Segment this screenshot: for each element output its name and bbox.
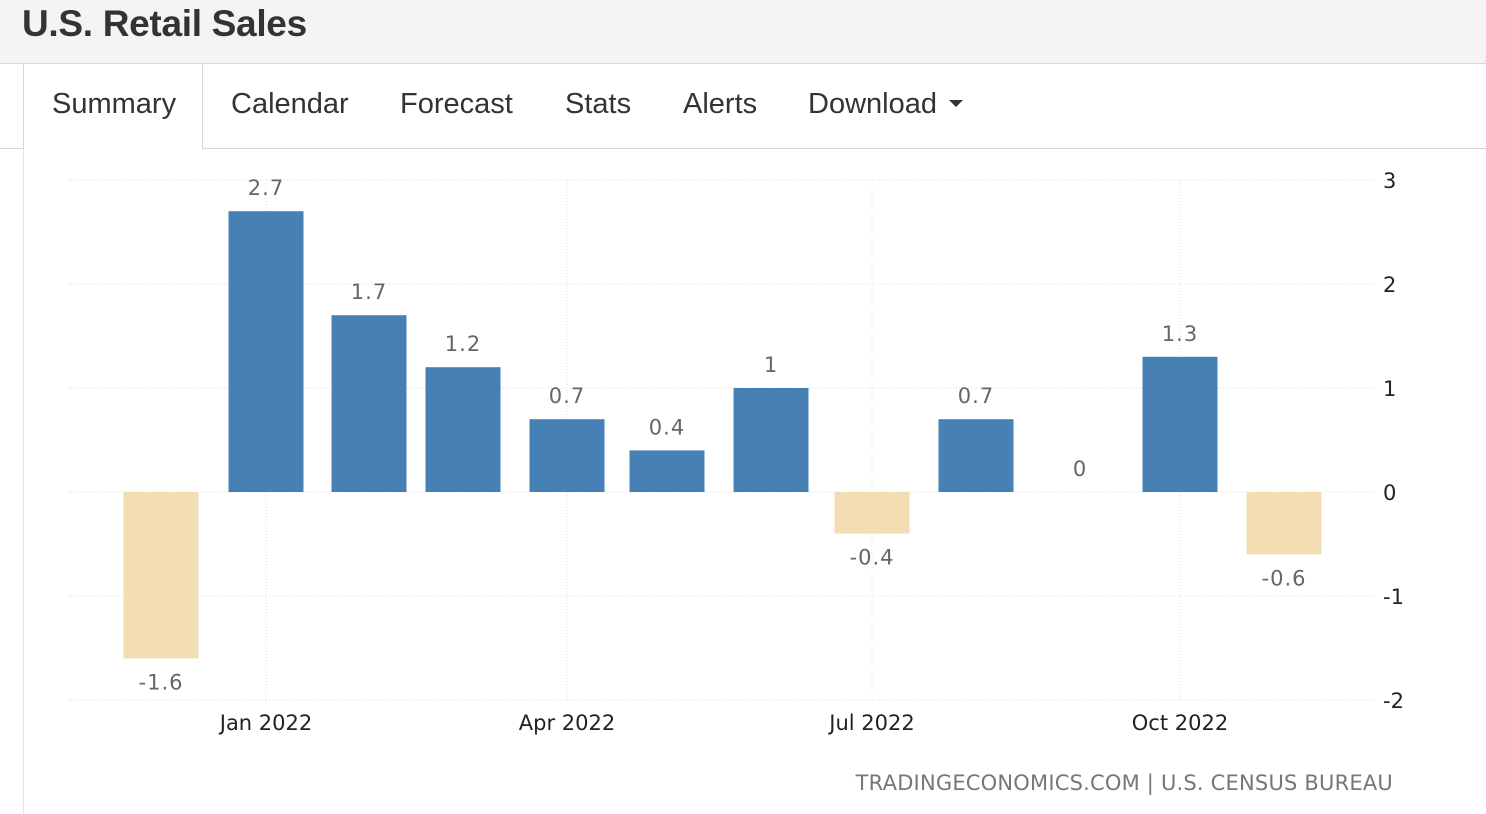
x-tick-label: Apr 2022: [519, 711, 615, 735]
x-axis-ticks: Jan 2022 Apr 2022 Jul 2022 Oct 2022: [218, 711, 1228, 735]
tab-download-label: Download: [808, 88, 937, 120]
tab-bar: Summary Calendar Forecast Stats Alerts D…: [0, 64, 1486, 149]
page-header: U.S. Retail Sales: [0, 0, 1486, 64]
data-label: 0: [1073, 457, 1087, 481]
y-tick-label: -1: [1383, 585, 1404, 609]
value-labels: -1.6 2.7 1.7 1.2 0.7 0.4 1 -0.4 0.7 0 1.3 -0.6: [139, 176, 1307, 694]
data-label: 2.7: [248, 176, 284, 200]
bar: [123, 492, 199, 659]
y-tick-label: 2: [1383, 273, 1396, 297]
data-label: -0.6: [1262, 566, 1307, 590]
tab-summary[interactable]: Summary: [23, 64, 203, 149]
data-label: 1.7: [351, 280, 387, 304]
tab-alerts[interactable]: Alerts: [683, 88, 758, 120]
bar: [1142, 356, 1218, 492]
data-label: 1.2: [445, 332, 481, 356]
content-left-border: [23, 148, 24, 814]
data-label: 0.7: [549, 384, 585, 408]
y-tick-label: 1: [1383, 377, 1396, 401]
tab-download[interactable]: Download: [808, 88, 963, 121]
bar: [834, 492, 910, 534]
data-label: 1: [764, 353, 778, 377]
data-label: -1.6: [139, 670, 184, 694]
bar: [1246, 492, 1322, 555]
y-tick-label: -2: [1383, 689, 1404, 713]
bar: [629, 450, 705, 492]
bar: [938, 419, 1014, 492]
data-label: 0.4: [649, 415, 685, 439]
data-label: -0.4: [850, 546, 895, 570]
x-tick-label: Oct 2022: [1132, 711, 1228, 735]
bar: [425, 367, 501, 492]
y-axis-ticks: 3 2 1 0 -1 -2: [1383, 169, 1404, 713]
y-tick-label: 3: [1383, 169, 1396, 193]
bars: [123, 211, 1322, 659]
page-title: U.S. Retail Sales: [22, 3, 307, 44]
bar: [228, 211, 304, 492]
y-tick-label: 0: [1383, 481, 1396, 505]
bar: [529, 419, 605, 492]
source-attribution: TRADINGECONOMICS.COM | U.S. CENSUS BUREA…: [855, 771, 1393, 795]
tab-calendar[interactable]: Calendar: [231, 88, 349, 120]
caret-down-icon: [948, 99, 963, 107]
x-tick-label: Jan 2022: [218, 711, 313, 735]
bar: [733, 388, 809, 492]
data-label: 0.7: [958, 384, 994, 408]
tab-forecast[interactable]: Forecast: [400, 88, 513, 120]
retail-sales-chart: -1.6 2.7 1.7 1.2 0.7 0.4 1 -0.4 0.7 0 1.3 -0.6 3 2 1 0…: [68, 169, 1404, 735]
x-tick-label: Jul 2022: [827, 711, 914, 735]
tab-stats[interactable]: Stats: [565, 88, 632, 120]
bar: [331, 315, 407, 492]
data-label: 1.3: [1162, 322, 1198, 346]
